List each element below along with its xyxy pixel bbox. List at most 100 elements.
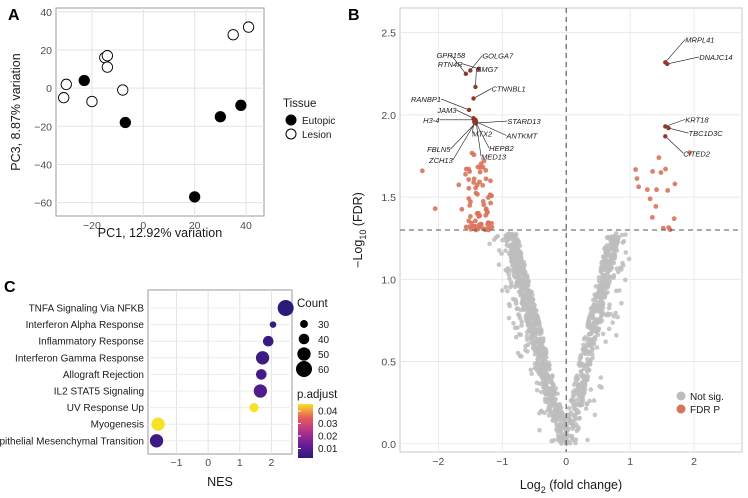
not-sig-point (537, 428, 542, 433)
not-sig-point (517, 332, 522, 337)
not-sig-point (535, 322, 541, 327)
gsea-x-tick-label: 0 (205, 457, 211, 469)
not-sig-point (576, 389, 582, 395)
gene-leader-line (450, 54, 467, 74)
not-sig-point (617, 288, 622, 293)
not-sig-point (623, 250, 629, 255)
not-sig-point (558, 415, 564, 421)
not-sig-point (541, 385, 546, 390)
fdr-significant-point (466, 185, 472, 191)
not-sig-point (487, 241, 492, 247)
gene-label: STARD13 (507, 117, 541, 126)
labelled-gene-point (471, 96, 476, 101)
not-sig-point (538, 365, 543, 370)
gene-label: CITED2 (683, 149, 711, 158)
gsea-term-point (277, 300, 294, 316)
pca-y-tick-label: −40 (34, 159, 52, 171)
gene-label: KRT18 (685, 115, 709, 124)
fdr-significant-point (419, 168, 425, 174)
not-sig-point (546, 385, 551, 391)
labelled-gene-point (468, 68, 473, 73)
gsea-term-point (249, 402, 259, 413)
not-sig-point (508, 280, 514, 285)
not-sig-point (535, 344, 541, 350)
not-sig-point (580, 392, 586, 398)
not-sig-point (570, 397, 575, 402)
fdr-significant-point (471, 180, 477, 185)
volcano-x-tick-label: −1 (496, 456, 508, 468)
not-sig-point (524, 333, 530, 339)
not-sig-point (585, 437, 590, 443)
not-sig-point (579, 385, 584, 391)
gsea-term-point (255, 351, 270, 365)
gene-leader-line (473, 88, 492, 99)
gsea-x-tick-label: 1 (237, 457, 243, 469)
padjust-legend-label: 0.01 (318, 444, 338, 455)
eutopic-point (235, 99, 247, 111)
fdr-significant-point (687, 150, 692, 156)
fdr-significant-point (432, 206, 438, 212)
fdr-significant-point (647, 196, 653, 202)
fdr-legend-swatch (676, 404, 686, 414)
lesion-legend-swatch (285, 128, 297, 140)
not-sig-point (540, 373, 545, 379)
not-sig-point (551, 437, 557, 443)
volcano-panel: B −2 −1 0 1 2 0.0 0.5 1.0 1.5 2.0 2.5 GPR158 GOLGA7… (348, 7, 743, 495)
not-sig-point (549, 374, 555, 379)
volcano-points (419, 150, 692, 447)
not-sig-point (614, 333, 619, 338)
not-sig-point (499, 288, 505, 293)
fdr-significant-point (481, 158, 487, 164)
not-sig-point (603, 278, 609, 284)
not-sig-point (575, 376, 581, 381)
not-sig-point (573, 440, 578, 446)
not-sig-point (542, 363, 547, 369)
fdr-significant-point (485, 220, 491, 226)
not-sig-point (519, 354, 524, 359)
not-sig-point (605, 290, 610, 295)
gsea-term-label: Myogenesis (91, 420, 144, 431)
gsea-tick-labels: −1 0 1 2 (170, 457, 274, 469)
fdr-significant-point (671, 216, 677, 222)
gsea-term-label: Inflammatory Response (38, 337, 144, 348)
not-sig-point (588, 387, 594, 392)
not-sig-point (536, 328, 542, 334)
fdr-significant-point (650, 169, 655, 174)
not-sig-point (525, 342, 531, 348)
gsea-panel: C −1 0 1 2 TNFA Signaling Via NFKB Interfero… (0, 279, 338, 489)
labelled-gene-point (473, 84, 478, 90)
gene-label: RTN4R (438, 60, 463, 69)
lesion-point (242, 21, 255, 33)
not-sig-point (613, 245, 619, 250)
not-sig-point (593, 322, 599, 327)
not-sig-point (524, 316, 529, 322)
not-sig-point (505, 236, 511, 242)
not-sig-point (503, 248, 508, 253)
not-sig-point (597, 283, 602, 288)
not-sig-point (589, 330, 594, 336)
not-sig-point (515, 306, 521, 311)
eutopic-point (214, 111, 226, 123)
not-sig-point (510, 254, 515, 260)
lesion-point (101, 50, 114, 62)
pca-y-tick-label: −20 (34, 121, 52, 133)
not-sig-point (587, 398, 592, 404)
fdr-significant-point (663, 166, 668, 172)
lesion-point (60, 78, 72, 90)
not-sig-point (567, 440, 573, 446)
fdr-significant-point (480, 198, 486, 204)
volcano-y-axis-label: −Log10 (FDR) (351, 192, 368, 268)
not-sig-point (507, 276, 512, 281)
fdr-significant-point (634, 176, 640, 181)
gene-leader-line (665, 136, 684, 154)
not-sig-point (609, 239, 614, 245)
not-sig-point (518, 256, 523, 261)
not-sig-point (622, 277, 628, 283)
gsea-term-point (269, 321, 277, 328)
gene-label: GOLGA7 (482, 51, 514, 60)
fdr-significant-point (665, 188, 671, 193)
not-sig-point (500, 237, 505, 243)
not-sig-point (524, 283, 530, 289)
fdr-significant-point (468, 226, 474, 232)
not-sig-point (613, 238, 619, 243)
